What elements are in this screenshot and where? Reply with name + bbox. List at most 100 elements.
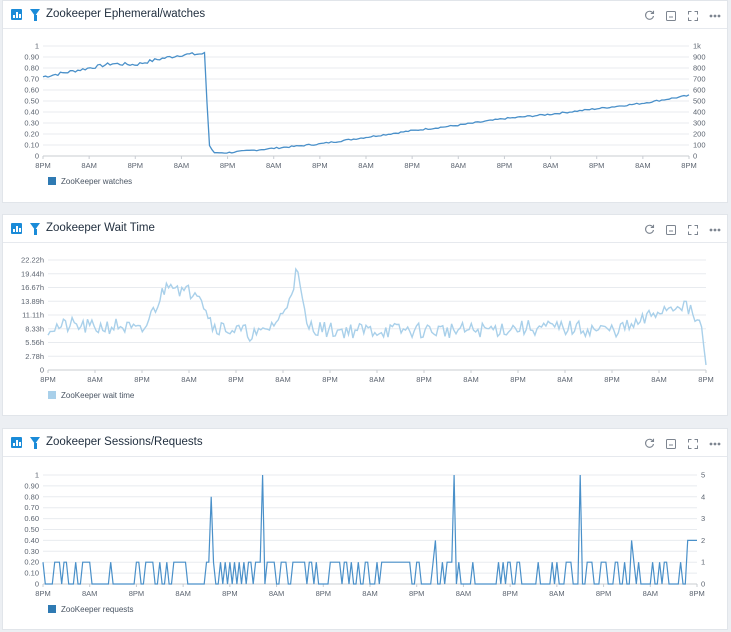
fullscreen-icon[interactable]	[687, 10, 698, 21]
chart-icon[interactable]	[11, 9, 22, 20]
x-tick-label: 8AM	[635, 161, 650, 170]
chart-icon[interactable]	[11, 223, 22, 234]
minimize-icon[interactable]	[666, 224, 677, 235]
y-tick-label: 0.50	[24, 97, 39, 106]
x-tick-label: 8AM	[369, 375, 384, 384]
legend-label: ZooKeeper wait time	[61, 391, 135, 400]
wait-time-chart: 0 2.78h 5.56h 8.33h 11.11h 13.89h 16.67h 19.44h…	[21, 256, 714, 385]
series-line-requests	[42, 474, 697, 585]
y2-tick-label: 0	[701, 580, 705, 589]
y-tick-label: 5.56h	[25, 338, 44, 347]
y2-tick-label: 900	[693, 53, 706, 62]
series-line-watches	[42, 51, 690, 154]
x-tick-label: 8PM	[589, 161, 604, 170]
chart-icon[interactable]	[11, 437, 22, 448]
y-tick-label: 0.40	[24, 108, 39, 117]
x-tick-label: 8PM	[698, 375, 713, 384]
x-tick-label: 8AM	[81, 161, 96, 170]
legend-item[interactable]: ZooKeeper watches	[48, 177, 132, 186]
x-tick-label: 8AM	[456, 589, 471, 598]
x-tick-label: 8AM	[266, 161, 281, 170]
fullscreen-icon[interactable]	[687, 438, 698, 449]
filter-icon[interactable]	[30, 223, 40, 235]
fullscreen-icon[interactable]	[687, 224, 698, 235]
y-tick-label: 0.60	[24, 514, 39, 523]
y-tick-label: 22.22h	[21, 256, 44, 265]
panel-title: Zookeeper Sessions/Requests	[46, 436, 203, 448]
filter-icon[interactable]	[30, 9, 40, 21]
filter-icon[interactable]	[30, 437, 40, 449]
y-tick-label: 1	[35, 471, 39, 480]
more-icon[interactable]	[709, 442, 721, 446]
y2-tick-label: 200	[693, 130, 706, 139]
x-tick-label: 8AM	[82, 589, 97, 598]
panel-header: Zookeeper Sessions/Requests	[3, 429, 727, 457]
y2-tick-label: 600	[693, 86, 706, 95]
x-tick-label: 8PM	[510, 375, 525, 384]
x-tick-label: 8AM	[643, 589, 658, 598]
legend-label: ZooKeeper requests	[61, 605, 134, 614]
x-tick-label: 8AM	[651, 375, 666, 384]
x-tick-label: 8AM	[181, 375, 196, 384]
y2-tick-label: 500	[693, 97, 706, 106]
x-tick-label: 8PM	[312, 161, 327, 170]
y-tick-label: 0.50	[24, 525, 39, 534]
y-tick-label: 2.78h	[25, 352, 44, 361]
refresh-icon[interactable]	[644, 10, 655, 21]
y-tick-label: 8.33h	[25, 324, 44, 333]
y2-tick-label: 1k	[693, 42, 701, 51]
y2-tick-label: 3	[701, 514, 705, 523]
y-tick-label: 0.70	[24, 75, 39, 84]
y-tick-label: 0	[35, 152, 39, 161]
y2-tick-label: 100	[693, 141, 706, 150]
y-tick-label: 0.40	[24, 536, 39, 545]
x-tick-label: 8PM	[681, 161, 696, 170]
x-tick-label: 8AM	[87, 375, 102, 384]
y2-tick-label: 700	[693, 75, 706, 84]
y-tick-label: 0.10	[24, 141, 39, 150]
y2-tick-label: 4	[701, 492, 705, 501]
y-tick-label: 19.44h	[21, 269, 44, 278]
x-tick-label: 8AM	[275, 375, 290, 384]
x-tick-label: 8PM	[322, 375, 337, 384]
more-icon[interactable]	[709, 228, 721, 232]
x-tick-label: 8AM	[269, 589, 284, 598]
y-tick-label: 0.30	[24, 547, 39, 556]
x-tick-label: 8PM	[40, 375, 55, 384]
y-tick-label: 0	[35, 580, 39, 589]
x-tick-label: 8PM	[220, 161, 235, 170]
x-tick-label: 8PM	[35, 161, 50, 170]
y-tick-label: 0.20	[24, 130, 39, 139]
y-tick-label: 0.80	[24, 64, 39, 73]
x-tick-label: 8PM	[596, 589, 611, 598]
minimize-icon[interactable]	[666, 10, 677, 21]
refresh-icon[interactable]	[644, 438, 655, 449]
x-tick-label: 8AM	[175, 589, 190, 598]
y-tick-label: 16.67h	[21, 283, 44, 292]
x-tick-label: 8AM	[549, 589, 564, 598]
legend-item[interactable]: ZooKeeper wait time	[48, 391, 134, 400]
legend-item[interactable]: ZooKeeper requests	[48, 605, 134, 614]
x-tick-label: 8PM	[497, 161, 512, 170]
y-tick-label: 0	[40, 366, 44, 375]
x-tick-label: 8AM	[557, 375, 572, 384]
y-tick-label: 0.60	[24, 86, 39, 95]
x-tick-label: 8PM	[689, 589, 704, 598]
more-icon[interactable]	[709, 14, 721, 18]
y-tick-label: 0.90	[24, 481, 39, 490]
y2-tick-label: 400	[693, 108, 706, 117]
y2-tick-label: 5	[701, 471, 705, 480]
panel-wait-time: Zookeeper Wait Time 0 2.78h 5.56h 8.33h 11.1…	[2, 214, 728, 416]
x-tick-label: 8PM	[222, 589, 237, 598]
panel-title: Zookeeper Ephemeral/watches	[46, 8, 206, 20]
y-tick-label: 1	[35, 42, 39, 51]
x-tick-label: 8AM	[358, 161, 373, 170]
y-tick-label: 0.30	[24, 119, 39, 128]
y-tick-label: 11.11h	[22, 311, 44, 320]
refresh-icon[interactable]	[644, 224, 655, 235]
panel-title: Zookeeper Wait Time	[46, 222, 155, 234]
minimize-icon[interactable]	[666, 438, 677, 449]
x-tick-label: 8AM	[463, 375, 478, 384]
x-tick-label: 8PM	[228, 375, 243, 384]
x-tick-label: 8AM	[451, 161, 466, 170]
